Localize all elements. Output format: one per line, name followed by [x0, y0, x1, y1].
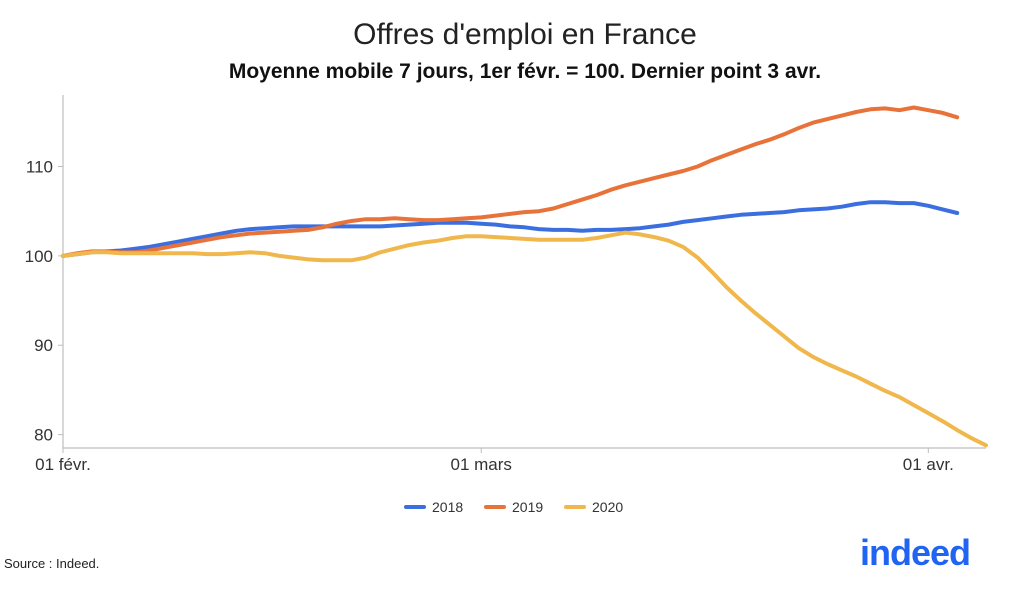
series-line-2018: [61, 200, 960, 258]
legend-label-2019: 2019: [512, 499, 543, 515]
y-tick-label: 100: [25, 247, 53, 266]
y-tick-label: 110: [26, 157, 53, 176]
y-tick-label: 80: [34, 426, 53, 445]
chart-legend: 2018 2019 2020: [404, 499, 623, 515]
x-tick-label: 01 avr.: [903, 455, 954, 474]
legend-label-2020: 2020: [592, 499, 623, 515]
series-line-2020: [61, 230, 988, 448]
x-tick-label: 01 mars: [451, 455, 512, 474]
chart-series-group: [61, 105, 988, 448]
legend-label-2018: 2018: [432, 499, 463, 515]
chart-axes: 80 90 100 110 01 févr. 01 mars 01 avr.: [25, 95, 986, 474]
chart-title: Offres d'emploi en France: [353, 18, 697, 51]
series-line-2019: [61, 105, 960, 258]
indeed-logo: indeed: [860, 532, 971, 573]
chart-subtitle: Moyenne mobile 7 jours, 1er févr. = 100.…: [228, 60, 822, 83]
y-tick-label: 90: [34, 336, 53, 355]
source-note: Source : Indeed.: [4, 556, 100, 571]
x-tick-label: 01 févr.: [35, 455, 91, 474]
